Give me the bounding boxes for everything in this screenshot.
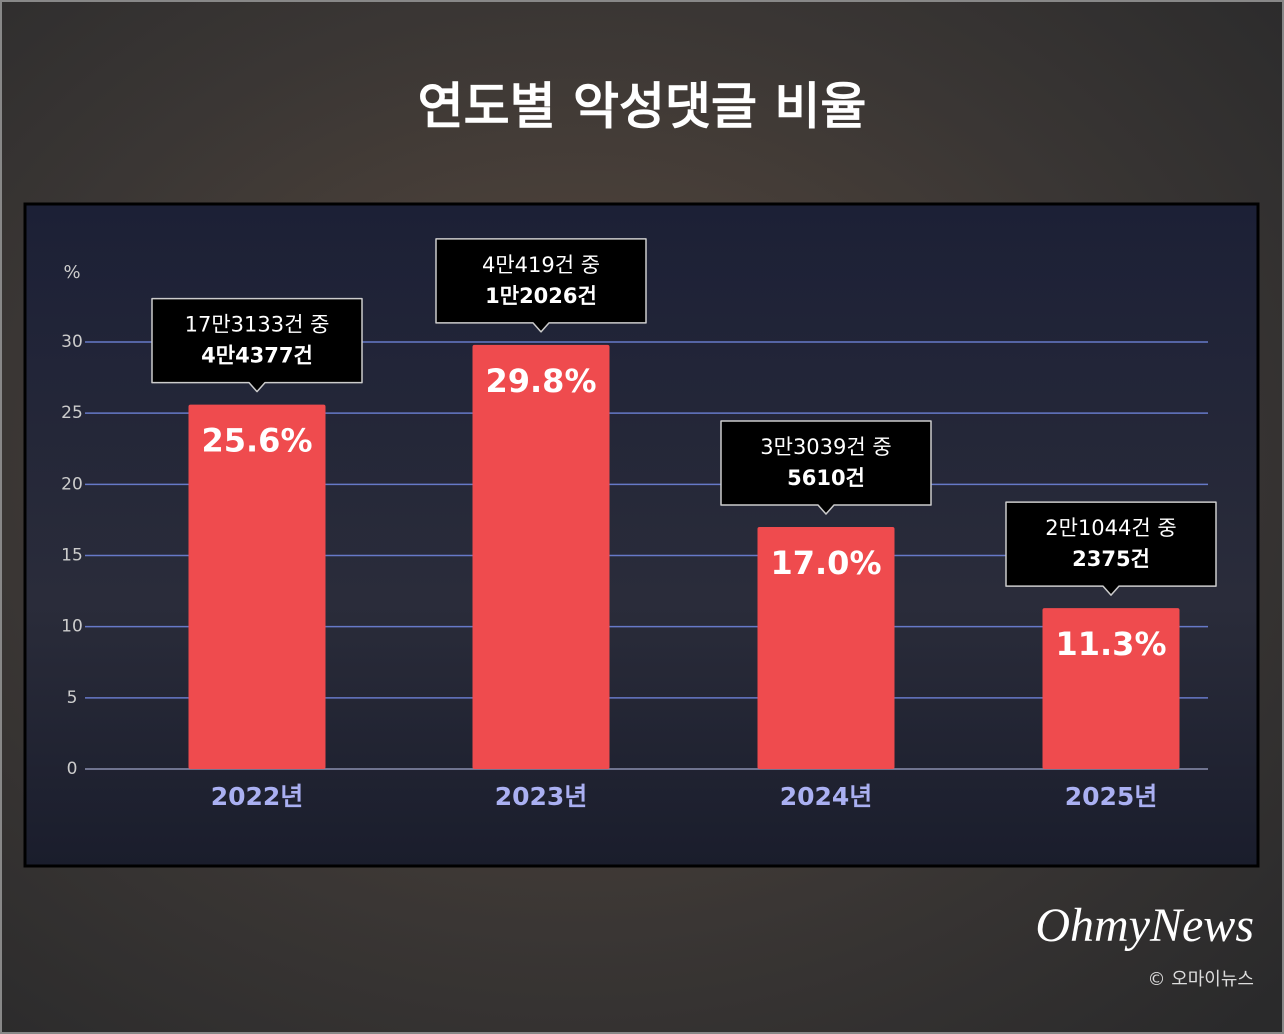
callout-text: 4만4377건	[201, 344, 313, 368]
x-tick-label: 2024년	[780, 782, 873, 811]
y-axis-label: %	[63, 262, 80, 283]
callout-box	[435, 238, 647, 333]
value-label: 29.8%	[485, 362, 596, 400]
chart-title: 연도별 악성댓글 비율	[418, 78, 867, 136]
bar	[1042, 608, 1180, 769]
bar	[472, 344, 610, 769]
y-tick-label: 10	[61, 617, 83, 637]
callout-box	[1005, 501, 1217, 596]
y-tick-label: 0	[67, 759, 78, 779]
x-tick-label: 2022년	[211, 782, 304, 811]
y-tick-label: 20	[61, 474, 83, 494]
y-tick-label: 30	[61, 332, 83, 352]
value-label: 25.6%	[201, 422, 312, 460]
x-tick-label: 2025년	[1065, 782, 1158, 811]
y-tick-label: 15	[61, 546, 83, 566]
bar	[757, 527, 895, 769]
callout-text: 3만3039건 중	[760, 435, 891, 459]
callout-text: 17만3133건 중	[185, 313, 330, 337]
value-label: 11.3%	[1055, 625, 1166, 663]
callout-text: 5610건	[787, 466, 865, 490]
y-tick-label: 25	[61, 403, 83, 423]
y-tick-label: 5	[67, 688, 78, 708]
callout-text: 1만2026건	[485, 284, 597, 308]
callout-box	[151, 297, 363, 393]
callout-text: 2만1044건 중	[1045, 516, 1176, 540]
value-label: 17.0%	[770, 544, 881, 582]
bar	[188, 404, 326, 769]
logo: OhmyNews	[1035, 899, 1254, 952]
callout-text: 2375건	[1072, 547, 1150, 571]
callout-box	[720, 420, 932, 515]
callout-text: 4만419건 중	[482, 253, 600, 277]
credit: © 오마이뉴스	[1147, 969, 1254, 990]
x-tick-label: 2023년	[495, 782, 588, 811]
